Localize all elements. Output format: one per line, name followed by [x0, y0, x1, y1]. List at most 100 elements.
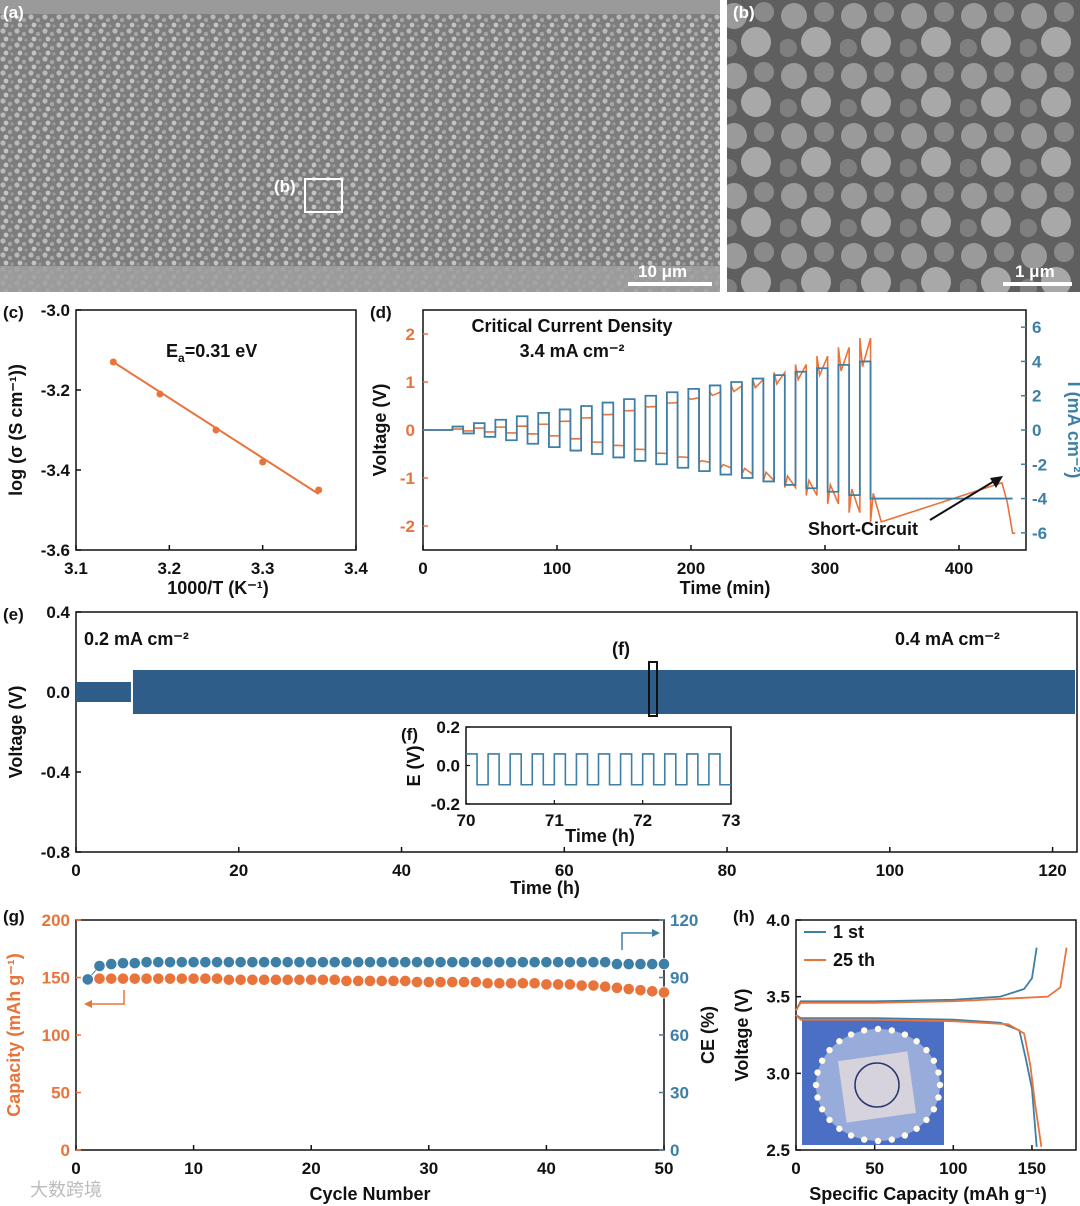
led-dot	[936, 1081, 944, 1089]
y2-tick-label-g: 90	[670, 969, 689, 988]
x-axis-label-d: Time (min)	[680, 578, 771, 598]
y-tick-label-e: 0.4	[46, 603, 70, 622]
plot-frame-g	[75, 919, 665, 1151]
ce-point-g	[564, 956, 576, 969]
y-tick-label-d: -2	[400, 517, 415, 536]
x-axis-label-g: Cycle Number	[309, 1184, 430, 1204]
chart-c: (c) 3.1 3.2 3.3 3.4 -3.0 -3.2 -3.4 -3.6 Ea=0.31…	[3, 301, 368, 598]
led-dot	[826, 1046, 833, 1054]
ce-point-g	[587, 956, 600, 969]
y2-axis-label-g: CE (%)	[698, 1006, 718, 1064]
x-tick-label-h: 150	[1018, 1159, 1046, 1178]
capacity-point-g	[293, 973, 306, 986]
inset-y-tick-label: 0.0	[436, 757, 460, 776]
ce-point-g	[505, 956, 518, 969]
inset-x-tick-label: 71	[545, 811, 564, 830]
current-series-d	[423, 360, 1013, 500]
y-tick-label-e: 0.0	[46, 683, 70, 702]
capacity-point-g	[93, 972, 106, 985]
y-tick-label-c: -3.4	[41, 461, 71, 480]
ce-point-g	[164, 956, 176, 969]
x-tick-label-g: 20	[302, 1159, 321, 1178]
data-point-c	[109, 358, 117, 366]
panel-label-h: (h)	[733, 907, 755, 926]
x-tick-label-g: 0	[71, 1159, 80, 1178]
inset-y-label: E (V)	[404, 745, 424, 786]
x-tick-label-e: 120	[1038, 861, 1066, 880]
y2-tick-label-g: 60	[670, 1026, 689, 1045]
capacity-axis-pointer	[88, 990, 125, 1005]
capacity-point-g	[505, 977, 518, 990]
y-tick-label-e: -0.4	[41, 763, 71, 782]
capacity-point-g	[434, 976, 447, 988]
ce-point-g	[411, 956, 423, 969]
inset-f: (f) 70 71 72 73 0.2 0.0 -0.2 Time (h) E (V)	[401, 718, 740, 846]
capacity-point-g	[364, 975, 376, 987]
inset-label: (f)	[401, 725, 418, 744]
charge-curve-h	[795, 947, 1038, 1011]
capacity-point-g	[540, 978, 553, 991]
voltage-series-d	[423, 337, 1016, 534]
ce-point-g	[152, 956, 165, 969]
led-dot	[923, 1116, 930, 1124]
scale-label-a: 10 μm	[638, 262, 687, 281]
capacity-point-g	[258, 973, 271, 986]
capacity-point-g	[646, 985, 659, 998]
ce-point-g	[281, 956, 294, 969]
capacity-point-g	[411, 976, 423, 988]
ce-point-g	[211, 956, 224, 969]
ce-point-g	[140, 956, 153, 969]
x-tick-label-h: 50	[865, 1159, 884, 1178]
x-tick-label-h: 100	[939, 1159, 967, 1178]
ce-point-g	[658, 958, 670, 970]
ce-point-g	[317, 956, 329, 969]
x-tick-label-e: 60	[555, 861, 574, 880]
y2-tick-label-g: 30	[670, 1084, 689, 1103]
y2-tick-label-g: 120	[670, 911, 698, 930]
led-dot	[814, 1094, 821, 1101]
y-tick-label-g: 0	[61, 1141, 70, 1160]
capacity-point-g	[222, 973, 235, 986]
y2-tick-label-d: 6	[1032, 318, 1041, 337]
led-dot	[888, 1136, 895, 1143]
y-axis-label-g: Capacity (mAh g⁻¹)	[4, 953, 24, 1117]
capacity-point-g	[187, 972, 200, 985]
ce-point-g	[458, 956, 470, 969]
x-tick-label-h: 0	[791, 1159, 800, 1178]
ce-point-g	[481, 956, 494, 969]
voltage-band-e	[76, 682, 131, 702]
y2-tick-label-d: 0	[1032, 421, 1041, 440]
capacity-point-g	[399, 975, 412, 987]
capacity-point-g	[599, 980, 612, 993]
data-point-c	[156, 390, 164, 398]
chart-d: (d) 0 100 200 300 400 2 1 0 -1 -2 6 4 2 0 -2 -4 -6 Criti…	[370, 303, 1080, 598]
zoom-region-box	[304, 178, 343, 213]
capacity-point-g	[234, 973, 247, 986]
ce-point-g	[93, 960, 106, 972]
zoom-box-label: (b)	[274, 177, 296, 196]
capacity-point-g	[611, 981, 623, 994]
capacity-point-g	[352, 975, 365, 987]
x-tick-label-e: 80	[718, 861, 737, 880]
plot-frame-h	[795, 919, 1077, 1151]
data-point-c	[212, 426, 220, 434]
led-dot	[930, 1057, 938, 1064]
chart-title-d: Critical Current Density	[471, 316, 672, 336]
y-tick-label-c: -3.6	[41, 541, 70, 560]
led-dot	[913, 1038, 920, 1045]
ce-point-g	[611, 958, 623, 970]
panel-label-g: (g)	[3, 907, 25, 926]
ce-point-g	[105, 958, 118, 970]
activation-energy-annotation: Ea=0.31 eV	[166, 341, 257, 365]
capacity-point-g	[422, 976, 435, 988]
plot-frame-d	[422, 309, 1027, 551]
ce-axis-pointer	[621, 932, 655, 950]
y-tick-label-d: 2	[406, 325, 415, 344]
ce-point-g	[352, 956, 365, 969]
plot-frame-c	[75, 309, 357, 551]
ce-point-g	[234, 956, 247, 969]
led-dot	[826, 1116, 833, 1124]
led-dot	[901, 1132, 909, 1139]
ce-point-g	[399, 956, 412, 969]
y2-axis-label-d: I (mA cm⁻²)	[1064, 382, 1080, 479]
